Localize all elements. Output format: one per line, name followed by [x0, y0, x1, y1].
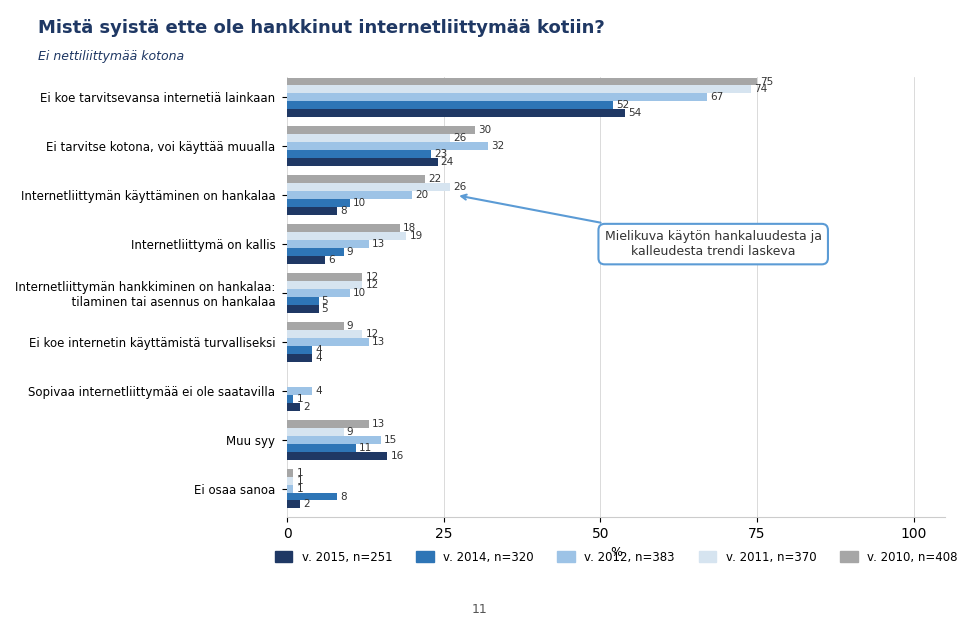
- Text: 1: 1: [297, 394, 303, 404]
- Bar: [287, 183, 450, 191]
- Text: 11: 11: [359, 443, 372, 452]
- Bar: [287, 428, 344, 436]
- Text: 12: 12: [366, 280, 379, 290]
- Bar: [287, 77, 757, 85]
- Bar: [287, 305, 319, 313]
- Bar: [287, 346, 312, 354]
- Bar: [287, 469, 294, 477]
- Bar: [287, 207, 337, 215]
- Text: 16: 16: [391, 451, 404, 461]
- Text: 10: 10: [353, 198, 366, 208]
- Text: 1: 1: [297, 468, 303, 478]
- Text: 18: 18: [403, 223, 417, 233]
- Bar: [287, 501, 300, 508]
- Legend: v. 2015, n=251, v. 2014, n=320, v. 2012, n=383, v. 2011, n=370, v. 2010, n=408: v. 2015, n=251, v. 2014, n=320, v. 2012,…: [270, 546, 960, 568]
- Bar: [287, 354, 312, 361]
- Text: 9: 9: [347, 247, 353, 257]
- Bar: [287, 199, 349, 207]
- Text: 10: 10: [353, 288, 366, 298]
- Bar: [287, 330, 362, 338]
- Text: 54: 54: [629, 108, 642, 118]
- X-axis label: %: %: [611, 547, 622, 560]
- Text: 32: 32: [491, 141, 504, 151]
- Text: 52: 52: [616, 100, 630, 110]
- Text: 4: 4: [316, 345, 322, 355]
- Text: 4: 4: [316, 386, 322, 396]
- Bar: [287, 102, 612, 110]
- Bar: [287, 224, 400, 232]
- Text: 1: 1: [297, 475, 303, 486]
- Text: 9: 9: [347, 321, 353, 331]
- Bar: [287, 281, 362, 289]
- Bar: [287, 338, 369, 346]
- Bar: [287, 493, 337, 501]
- Bar: [287, 452, 388, 459]
- Text: 19: 19: [409, 231, 422, 241]
- Bar: [287, 477, 294, 485]
- Bar: [287, 403, 300, 410]
- Text: 5: 5: [322, 304, 328, 314]
- Text: 67: 67: [710, 92, 723, 102]
- Text: 13: 13: [372, 337, 385, 347]
- Bar: [287, 387, 312, 395]
- Bar: [287, 485, 294, 493]
- Text: 8: 8: [341, 491, 348, 501]
- Bar: [287, 126, 475, 134]
- Text: 22: 22: [428, 175, 442, 184]
- Text: 13: 13: [372, 419, 385, 429]
- Text: Mielikuva käytön hankaluudesta ja
kalleudesta trendi laskeva: Mielikuva käytön hankaluudesta ja kalleu…: [462, 194, 822, 258]
- Text: Mistä syistä ette ole hankkinut internetliittymää kotiin?: Mistä syistä ette ole hankkinut internet…: [38, 19, 605, 37]
- Bar: [287, 142, 488, 150]
- Text: 9: 9: [347, 426, 353, 437]
- Bar: [287, 93, 707, 102]
- Text: 23: 23: [435, 149, 447, 159]
- Bar: [287, 289, 349, 297]
- Text: 12: 12: [366, 329, 379, 339]
- Bar: [287, 322, 344, 330]
- Text: 11: 11: [472, 603, 488, 616]
- Bar: [287, 248, 344, 256]
- Bar: [287, 85, 751, 93]
- Text: 1: 1: [297, 483, 303, 493]
- Bar: [287, 273, 362, 281]
- Bar: [287, 395, 294, 403]
- Text: 6: 6: [328, 255, 334, 265]
- Bar: [287, 191, 413, 199]
- Bar: [287, 175, 425, 183]
- Bar: [287, 420, 369, 428]
- Text: 12: 12: [366, 272, 379, 282]
- Bar: [287, 232, 406, 240]
- Bar: [287, 436, 381, 444]
- Bar: [287, 444, 356, 452]
- Bar: [287, 134, 450, 142]
- Bar: [287, 297, 319, 305]
- Text: 30: 30: [478, 126, 492, 136]
- Text: 2: 2: [302, 500, 309, 509]
- Text: 5: 5: [322, 296, 328, 306]
- Bar: [287, 256, 324, 264]
- Text: 13: 13: [372, 239, 385, 249]
- Bar: [287, 110, 626, 117]
- Text: Ei nettiliittymää kotona: Ei nettiliittymää kotona: [38, 50, 184, 63]
- Text: 4: 4: [316, 353, 322, 363]
- Text: 20: 20: [416, 190, 429, 200]
- Text: 26: 26: [453, 133, 467, 144]
- Text: 24: 24: [441, 157, 454, 167]
- Bar: [287, 158, 438, 166]
- Text: 74: 74: [754, 84, 767, 95]
- Text: 75: 75: [760, 77, 774, 87]
- Text: 15: 15: [384, 435, 397, 444]
- Text: 8: 8: [341, 206, 348, 216]
- Bar: [287, 150, 431, 158]
- Bar: [287, 240, 369, 248]
- Text: 26: 26: [453, 182, 467, 193]
- Text: 2: 2: [302, 402, 309, 412]
